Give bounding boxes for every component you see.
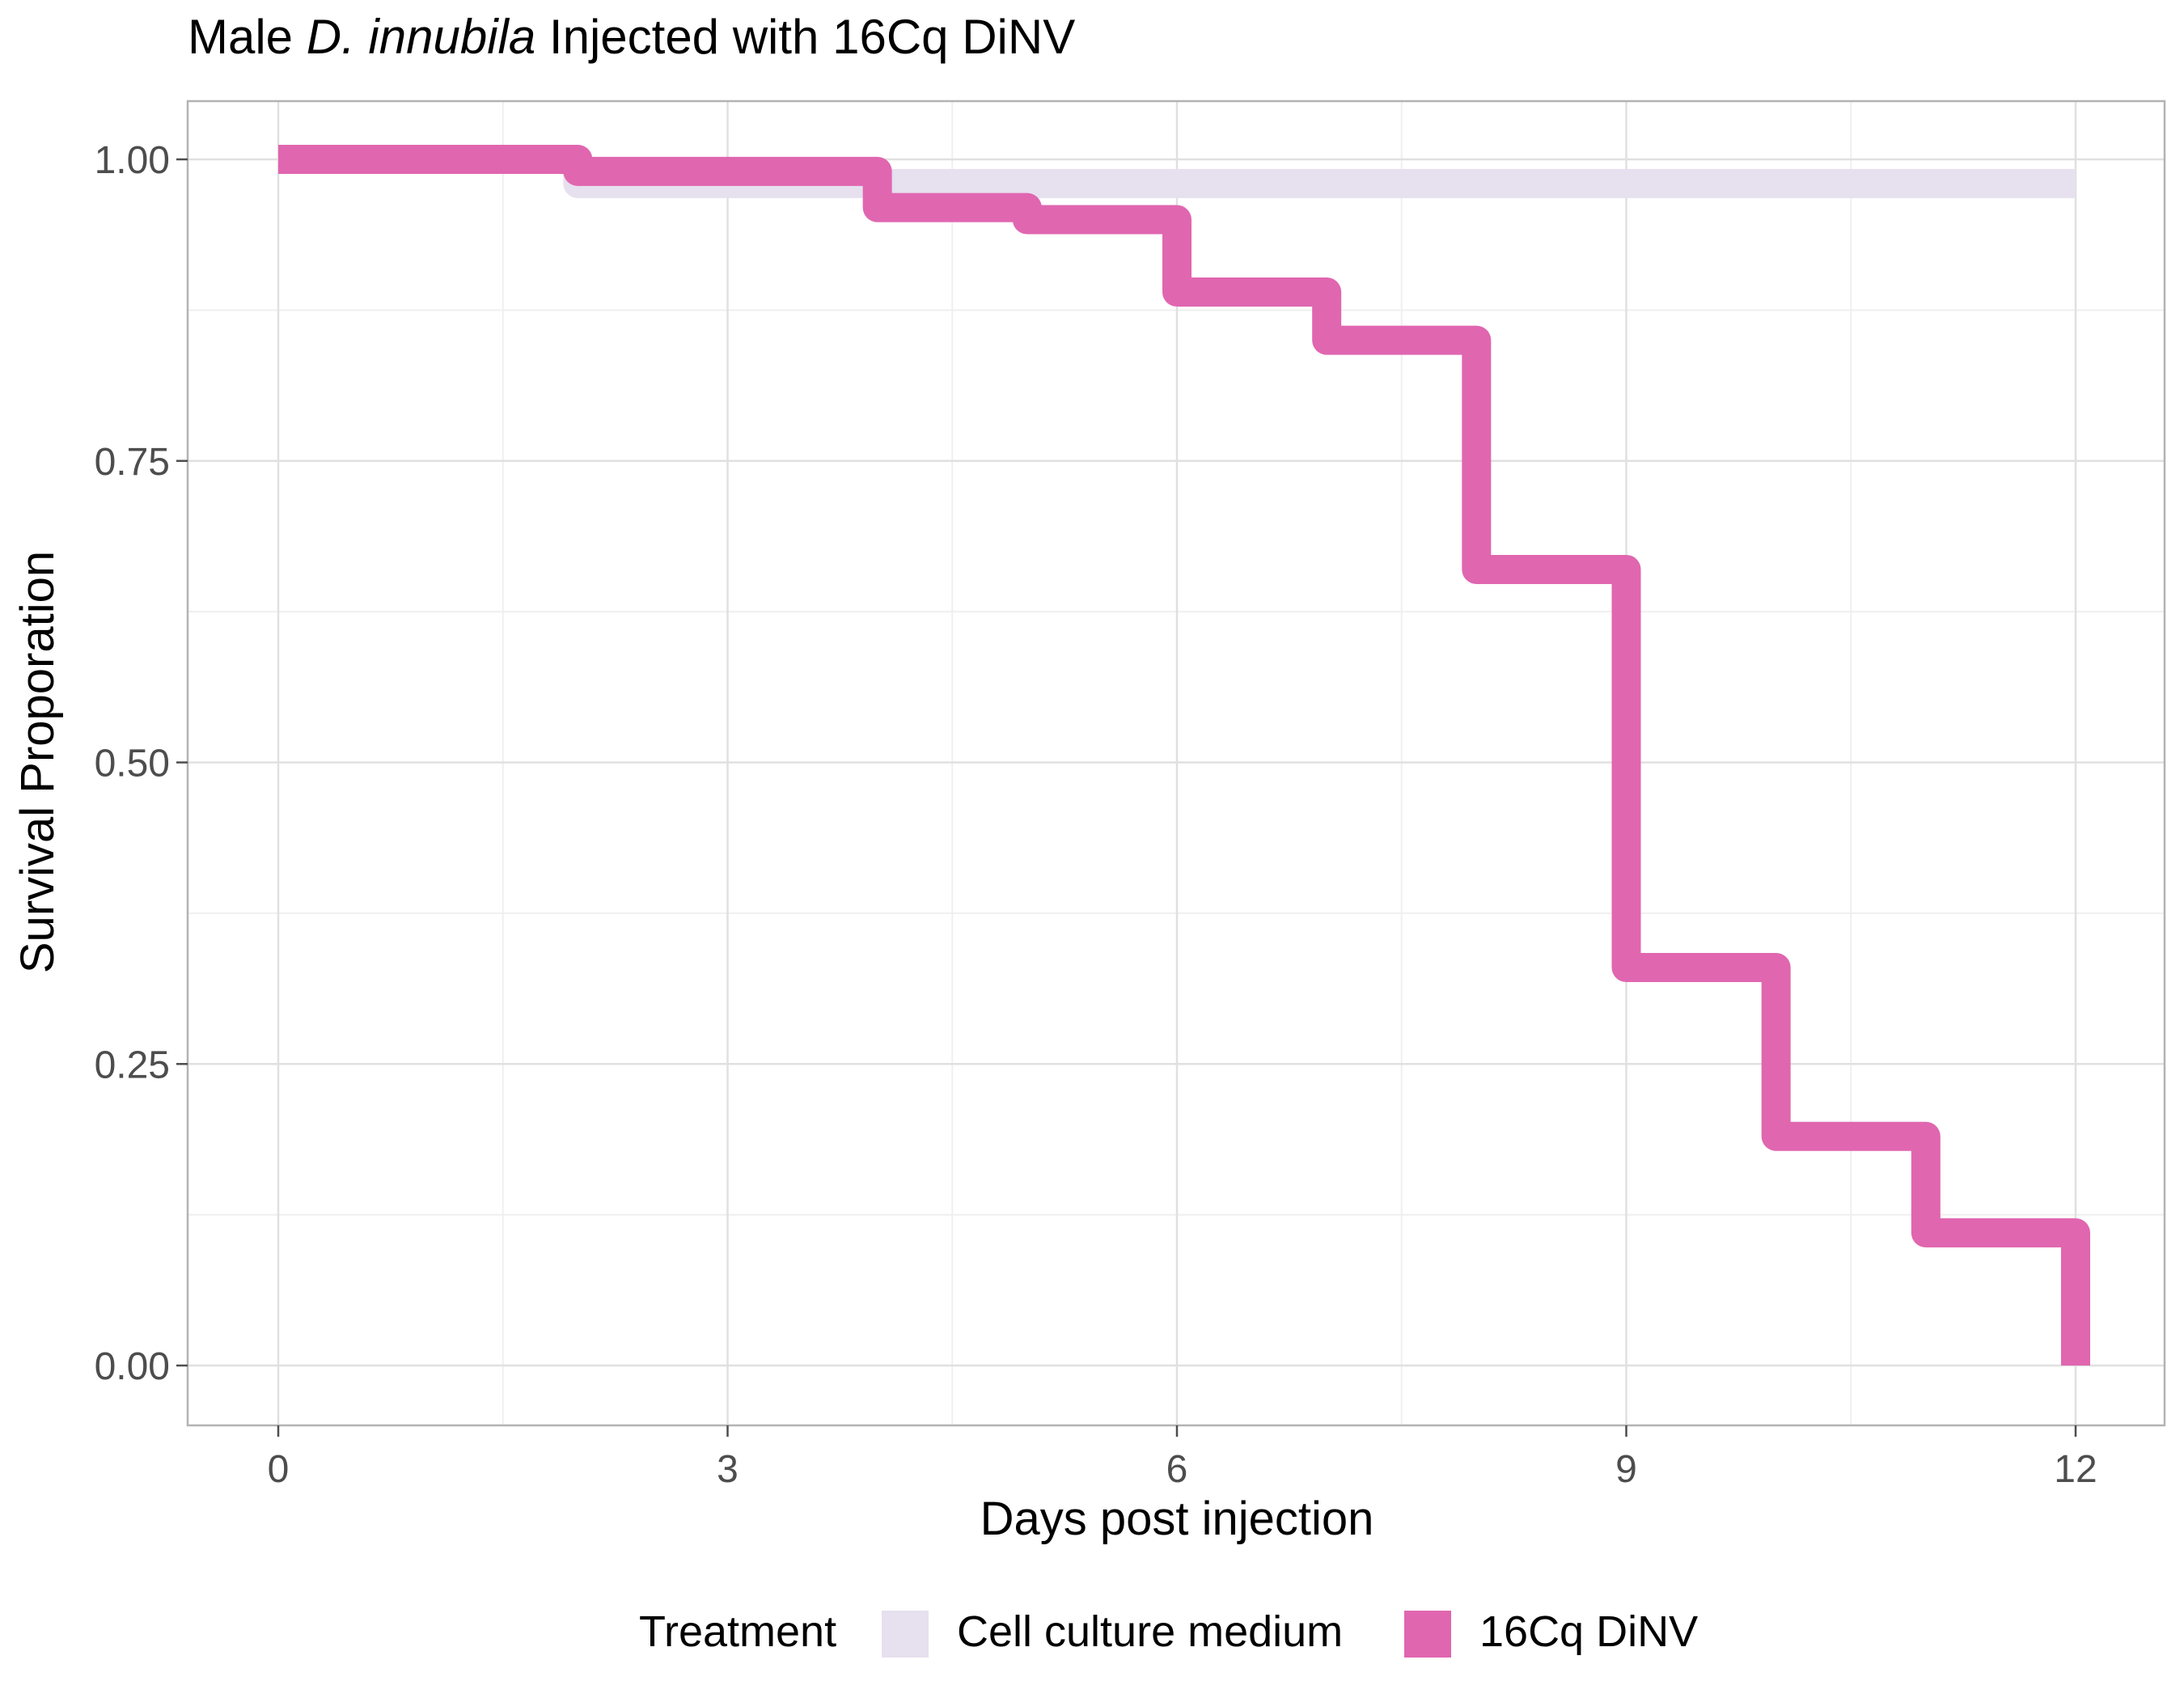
plot-title: Male D. innubila Injected with 16Cq DiNV xyxy=(188,10,1075,64)
x-tick-label: 9 xyxy=(1615,1448,1637,1491)
x-axis-ticks: 0 3 6 9 12 xyxy=(268,1425,2097,1491)
legend-key-cell-culture-medium xyxy=(882,1611,929,1658)
x-axis-title: Days post injection xyxy=(980,1493,1374,1545)
x-tick-label: 0 xyxy=(268,1448,290,1491)
series-layer xyxy=(278,145,2090,1366)
x-tick-label: 6 xyxy=(1166,1448,1188,1491)
x-tick-label: 3 xyxy=(717,1448,739,1491)
legend-label-16cq-dinv: 16Cq DiNV xyxy=(1479,1607,1698,1656)
y-axis-title: Survival Proporation xyxy=(11,551,64,973)
x-tick-label: 12 xyxy=(2054,1448,2097,1491)
plot-title-species: D. innubila xyxy=(307,10,536,64)
legend-key-16cq-dinv xyxy=(1404,1611,1451,1658)
y-tick-label: 1.00 xyxy=(95,139,170,182)
legend-label-cell-culture-medium: Cell culture medium xyxy=(957,1607,1343,1656)
y-tick-label: 0.75 xyxy=(95,441,170,484)
legend-title: Treatment xyxy=(639,1607,836,1656)
plot-title-prefix: Male xyxy=(188,10,307,64)
y-tick-label: 0.25 xyxy=(95,1044,170,1086)
y-axis-ticks: 0.00 0.25 0.50 0.75 1.00 xyxy=(95,139,188,1388)
series-line-16cq-dinv xyxy=(278,145,2090,1366)
y-tick-label: 0.50 xyxy=(95,743,170,785)
legend: Treatment Cell culture medium 16Cq DiNV xyxy=(639,1607,1698,1658)
plot-title-suffix: Injected with 16Cq DiNV xyxy=(535,10,1075,64)
y-tick-label: 0.00 xyxy=(95,1345,170,1388)
